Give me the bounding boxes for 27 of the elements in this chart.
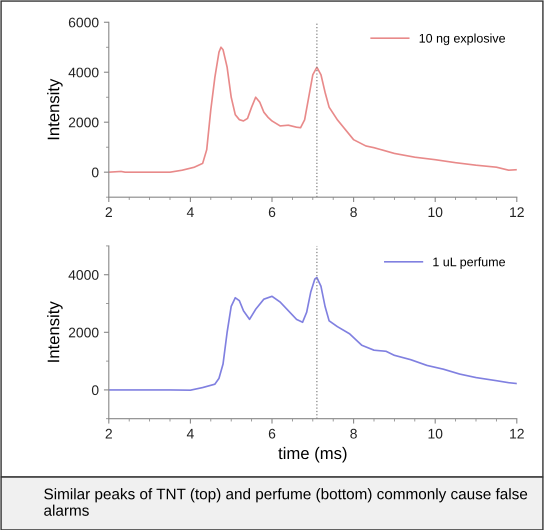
x-tick-label: 8 xyxy=(350,207,357,218)
y-axis-title: Intensity xyxy=(47,78,63,140)
y-tick-label: 4000 xyxy=(68,68,99,78)
x-tick-label: 12 xyxy=(510,428,524,438)
text: Similar peaks of TNT (top) and perfume (bottom) commonly cause false alarms xyxy=(44,488,528,516)
x-axis-title: time (ms) xyxy=(278,446,346,462)
x-tick-label: 2 xyxy=(106,428,112,438)
y-tick-label: 2000 xyxy=(68,118,99,128)
line-series xyxy=(108,46,517,174)
y-tick-label: 6000 xyxy=(68,18,99,28)
x-tick-label: 4 xyxy=(186,207,194,217)
x-tick-label: 2 xyxy=(106,207,112,217)
line-series xyxy=(108,276,517,392)
x-tick-label: 12 xyxy=(510,207,524,217)
x-tick-label: 10 xyxy=(428,428,442,439)
x-tick-label: 8 xyxy=(350,428,357,439)
x-tick-label: 10 xyxy=(428,207,442,218)
x-tick-label: 6 xyxy=(268,428,276,439)
x-tick-label: 6 xyxy=(268,207,276,218)
y-tick-label: 0 xyxy=(92,168,99,178)
y-tick-label: 4000 xyxy=(68,270,99,280)
y-tick-label: 0 xyxy=(92,385,99,396)
y-axis-title: Intensity xyxy=(47,301,63,362)
legend-label: 10 ng explosive xyxy=(420,34,505,46)
x-tick-label: 4 xyxy=(186,428,194,438)
y-tick-label: 2000 xyxy=(68,328,99,338)
legend-label: 1 uL perfume xyxy=(433,257,505,269)
